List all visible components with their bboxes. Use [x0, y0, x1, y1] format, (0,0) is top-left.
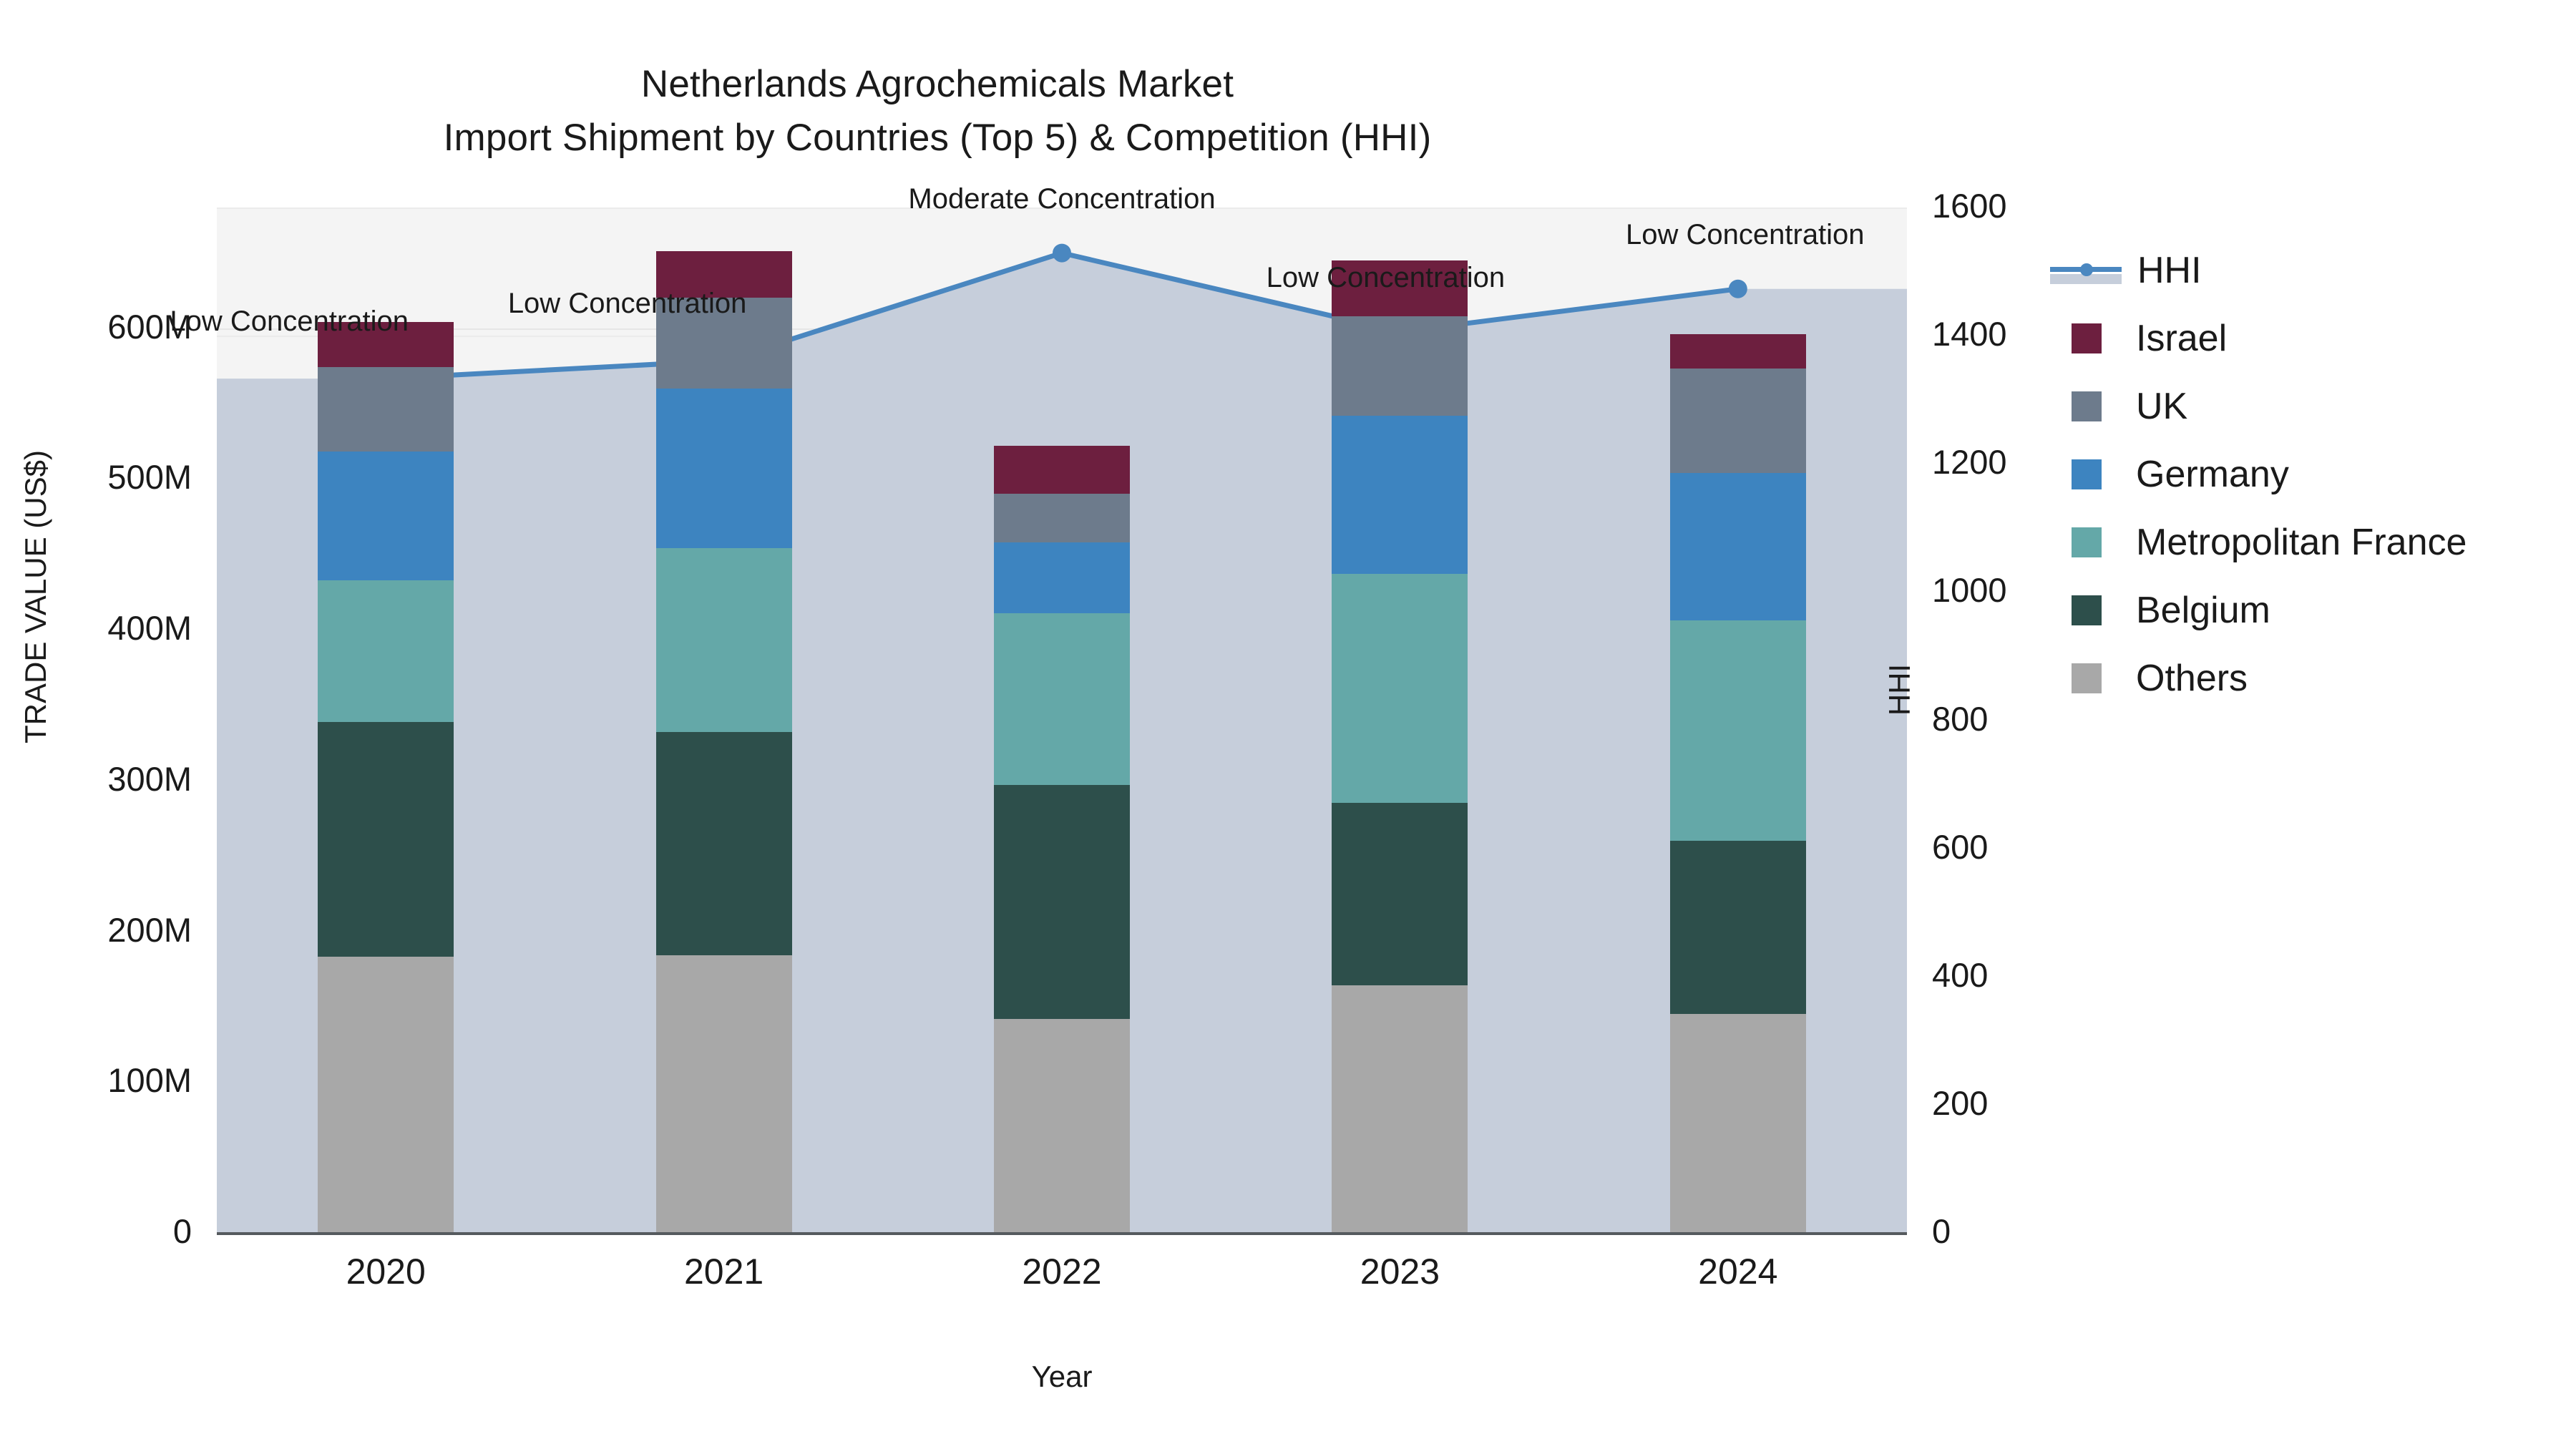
chart-subtitle: Import Shipment by Countries (Top 5) & C… — [443, 117, 1432, 160]
bar-segment-metropolitan-france[interactable] — [655, 548, 792, 733]
legend-label: UK — [2136, 385, 2188, 427]
bar-segment-israel[interactable] — [1332, 260, 1468, 316]
bar-segment-uk[interactable] — [1669, 369, 1806, 473]
gridline-right — [217, 208, 1907, 209]
bar-segment-belgium[interactable] — [655, 732, 792, 956]
legend-item-germany[interactable]: Germany — [2050, 440, 2467, 508]
x-axis-line — [217, 1232, 1907, 1235]
legend-label: Israel — [2136, 317, 2228, 359]
annotation-2021: Low Concentration — [507, 288, 747, 320]
bar-segment-others[interactable] — [318, 957, 454, 1233]
bar-stack-2020[interactable] — [318, 208, 454, 1233]
y-tick-right: 200 — [1932, 1083, 1989, 1122]
chart-title: Netherlands Agrochemicals Market — [640, 63, 1234, 105]
x-tick-2020: 2020 — [346, 1252, 426, 1292]
legend-item-others[interactable]: Others — [2050, 644, 2467, 712]
bar-stack-2023[interactable] — [1332, 208, 1468, 1233]
bar-segment-israel[interactable] — [318, 322, 454, 368]
legend: HHI Israel UK Germany Metropolitan France Bel… — [2050, 236, 2467, 712]
bar-segment-israel[interactable] — [994, 445, 1130, 494]
legend-label: Belgium — [2136, 589, 2270, 631]
y-tick-left: 500M — [107, 458, 192, 497]
x-axis-label: Year — [1031, 1360, 1093, 1393]
legend-swatch-icon — [2072, 323, 2102, 353]
legend-item-israel[interactable]: Israel — [2050, 304, 2467, 372]
bar-segment-germany[interactable] — [1332, 415, 1468, 575]
y-tick-left: 200M — [107, 910, 192, 949]
bar-segment-belgium[interactable] — [994, 785, 1130, 1019]
bar-segment-uk[interactable] — [655, 298, 792, 389]
x-tick-2022: 2022 — [1022, 1252, 1102, 1292]
y-tick-right: 1600 — [1932, 187, 2007, 225]
legend-swatch-icon — [2072, 391, 2102, 421]
x-tick-2021: 2021 — [683, 1252, 764, 1292]
bar-segment-belgium[interactable] — [1332, 803, 1468, 986]
bar-segment-uk[interactable] — [1332, 316, 1468, 416]
annotation-2023: Low Concentration — [1266, 261, 1506, 293]
y-tick-right: 600 — [1932, 827, 1989, 866]
legend-swatch-icon — [2072, 527, 2102, 557]
bar-stack-2024[interactable] — [1669, 208, 1806, 1233]
bar-segment-metropolitan-france[interactable] — [1332, 574, 1468, 804]
bar-segment-others[interactable] — [994, 1018, 1130, 1233]
annotation-2020: Low Concentration — [170, 306, 409, 338]
bar-segment-others[interactable] — [1332, 985, 1468, 1233]
legend-item-belgium[interactable]: Belgium — [2050, 576, 2467, 644]
chart-title-block: Netherlands Agrochemicals Market Import … — [0, 57, 1875, 165]
x-tick-2024: 2024 — [1698, 1252, 1778, 1292]
bar-segment-germany[interactable] — [1669, 472, 1806, 621]
legend-label: Others — [2136, 657, 2248, 699]
bar-segment-metropolitan-france[interactable] — [318, 580, 454, 722]
y-tick-right: 400 — [1932, 955, 1989, 994]
y-tick-right: 1000 — [1932, 571, 2007, 610]
legend-swatch-icon — [2072, 595, 2102, 625]
legend-label: Germany — [2136, 453, 2289, 495]
bar-segment-others[interactable] — [1669, 1014, 1806, 1233]
legend-item-metropolitan-france[interactable]: Metropolitan France — [2050, 508, 2467, 576]
y-axis-left-label: TRADE VALUE (US$) — [19, 450, 52, 743]
hhi-marker[interactable] — [1053, 243, 1071, 263]
annotation-2024: Low Concentration — [1626, 218, 1865, 250]
legend-label: HHI — [2137, 249, 2202, 291]
bar-segment-germany[interactable] — [994, 542, 1130, 613]
legend-label: Metropolitan France — [2136, 521, 2467, 563]
x-tick-2023: 2023 — [1360, 1252, 1440, 1292]
bar-segment-uk[interactable] — [318, 367, 454, 452]
y-tick-right: 1200 — [1932, 443, 2007, 482]
y-axis-right-label: HHI — [1883, 663, 1916, 716]
bar-segment-metropolitan-france[interactable] — [994, 613, 1130, 786]
bar-segment-israel[interactable] — [1669, 334, 1806, 369]
annotation-2022: Moderate Concentration — [908, 182, 1216, 215]
legend-item-uk[interactable]: UK — [2050, 372, 2467, 440]
y-tick-left: 600M — [107, 307, 192, 346]
y-tick-left: 400M — [107, 609, 192, 648]
bar-segment-israel[interactable] — [655, 251, 792, 298]
bar-segment-germany[interactable] — [318, 452, 454, 580]
bar-segment-others[interactable] — [655, 955, 792, 1233]
bar-segment-belgium[interactable] — [1669, 841, 1806, 1015]
bar-stack-2022[interactable] — [994, 208, 1130, 1233]
bar-segment-metropolitan-france[interactable] — [1669, 620, 1806, 841]
legend-swatch-icon — [2072, 663, 2102, 693]
y-tick-left: 300M — [107, 759, 192, 798]
bar-segment-belgium[interactable] — [318, 721, 454, 957]
hhi-marker[interactable] — [1728, 279, 1747, 298]
y-tick-left: 100M — [107, 1061, 192, 1100]
legend-line-marker-icon — [2050, 255, 2122, 286]
y-tick-right: 800 — [1932, 699, 1989, 738]
y-tick-right: 0 — [1932, 1212, 1951, 1250]
y-tick-left: 0 — [172, 1212, 192, 1250]
bar-segment-germany[interactable] — [655, 388, 792, 549]
legend-swatch-icon — [2072, 459, 2102, 489]
bar-segment-uk[interactable] — [994, 494, 1130, 542]
bar-stack-2021[interactable] — [655, 208, 792, 1233]
legend-item-hhi[interactable]: HHI — [2050, 236, 2467, 304]
y-tick-right: 1400 — [1932, 315, 2007, 353]
